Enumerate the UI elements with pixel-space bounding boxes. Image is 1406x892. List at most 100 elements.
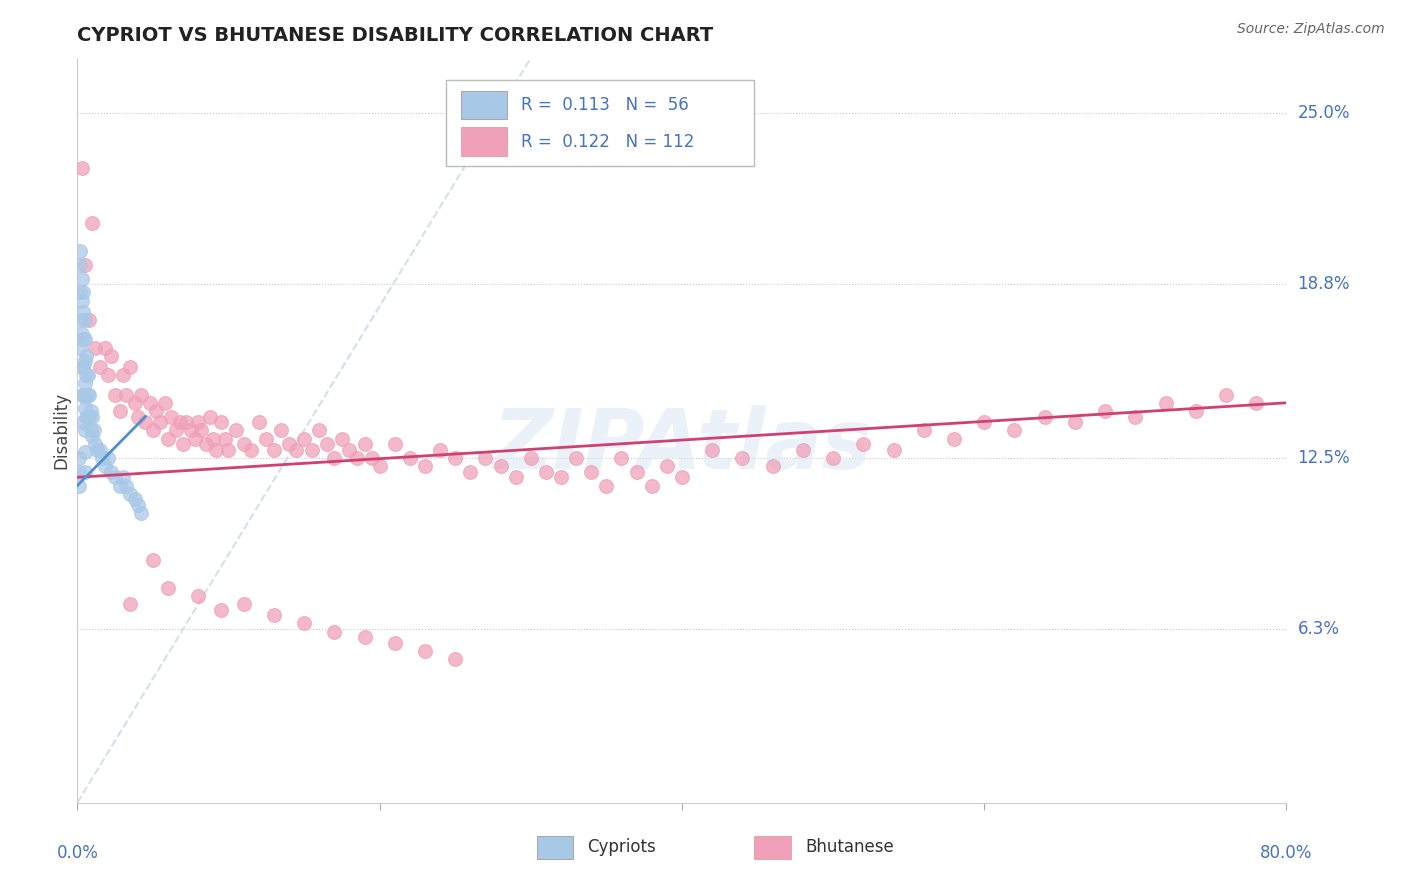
Bar: [461, 128, 506, 156]
Point: [104, 470, 127, 484]
Point: [160, 409, 183, 424]
Point: [111, 470, 134, 484]
Point: [75, 368, 97, 383]
Point: [232, 597, 254, 611]
Point: [73, 376, 96, 391]
Text: CYPRIOT VS BHUTANESE DISABILITY CORRELATION CHART: CYPRIOT VS BHUTANESE DISABILITY CORRELAT…: [77, 26, 714, 45]
Point: [399, 450, 422, 465]
Point: [72, 387, 94, 401]
Point: [384, 437, 406, 451]
Point: [72, 332, 94, 346]
Point: [610, 450, 633, 465]
Point: [73, 445, 96, 459]
Point: [145, 404, 167, 418]
Point: [505, 470, 527, 484]
Point: [108, 404, 131, 418]
Point: [474, 450, 496, 465]
Point: [120, 359, 142, 374]
Point: [73, 423, 96, 437]
Point: [240, 442, 263, 457]
Point: [205, 442, 228, 457]
Point: [337, 442, 360, 457]
Point: [762, 459, 785, 474]
Point: [444, 450, 467, 465]
Point: [1094, 404, 1116, 418]
Point: [172, 437, 194, 451]
Point: [100, 349, 122, 363]
Point: [1246, 396, 1268, 410]
Point: [458, 465, 481, 479]
Point: [75, 349, 97, 363]
Text: 12.5%: 12.5%: [1298, 449, 1350, 467]
Point: [77, 409, 100, 424]
Point: [353, 630, 375, 644]
Point: [96, 450, 118, 465]
Point: [180, 423, 202, 437]
Point: [1064, 415, 1087, 429]
Point: [73, 332, 96, 346]
Point: [70, 387, 93, 401]
Point: [655, 459, 678, 474]
Point: [73, 354, 96, 368]
Point: [1004, 423, 1026, 437]
Point: [73, 313, 96, 327]
Point: [1184, 404, 1206, 418]
Point: [77, 368, 100, 383]
Text: ZIPAtlas: ZIPAtlas: [492, 405, 872, 486]
Point: [114, 478, 136, 492]
Point: [973, 415, 995, 429]
Point: [114, 387, 136, 401]
Point: [80, 404, 103, 418]
Point: [232, 437, 254, 451]
Text: 6.3%: 6.3%: [1298, 620, 1340, 638]
Point: [69, 258, 91, 272]
Point: [67, 478, 90, 492]
Point: [731, 450, 754, 465]
Point: [315, 437, 337, 451]
Point: [80, 423, 103, 437]
Point: [129, 506, 152, 520]
Point: [70, 271, 93, 285]
Point: [187, 589, 209, 603]
Point: [413, 459, 436, 474]
Point: [72, 285, 94, 300]
Point: [69, 313, 91, 327]
Bar: [446, 80, 755, 166]
Point: [595, 478, 617, 492]
Point: [72, 415, 94, 429]
Point: [429, 442, 451, 457]
Point: [89, 442, 111, 457]
Point: [84, 341, 107, 355]
Point: [93, 459, 115, 474]
Text: 18.8%: 18.8%: [1298, 276, 1350, 293]
Point: [82, 409, 104, 424]
Point: [142, 553, 165, 567]
Point: [444, 652, 467, 666]
Point: [202, 432, 225, 446]
Point: [104, 387, 127, 401]
Point: [308, 423, 330, 437]
Point: [194, 437, 217, 451]
Point: [73, 258, 96, 272]
Point: [157, 432, 180, 446]
Point: [641, 478, 664, 492]
Point: [127, 498, 149, 512]
Point: [139, 396, 162, 410]
Text: 25.0%: 25.0%: [1298, 104, 1350, 122]
Point: [124, 396, 146, 410]
Point: [129, 387, 152, 401]
Point: [209, 603, 232, 617]
Point: [263, 442, 285, 457]
Point: [174, 415, 197, 429]
Point: [67, 465, 90, 479]
Point: [912, 423, 935, 437]
Point: [184, 432, 207, 446]
Point: [190, 423, 212, 437]
Point: [72, 305, 94, 319]
Point: [96, 368, 118, 383]
Point: [73, 401, 96, 416]
Point: [89, 359, 111, 374]
Point: [301, 442, 323, 457]
Point: [1033, 409, 1056, 424]
Point: [73, 465, 96, 479]
